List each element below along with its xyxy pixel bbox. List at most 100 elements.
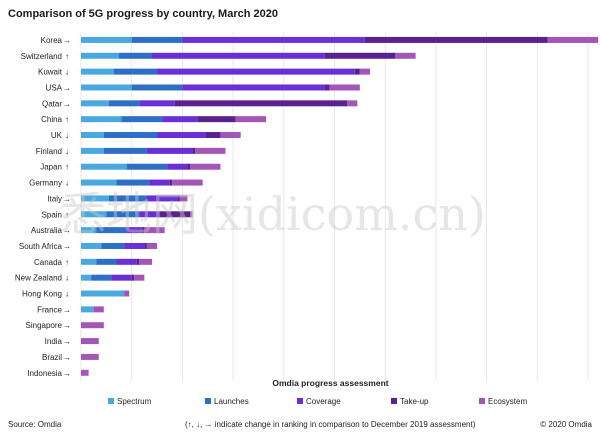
legend-label-spectrum: Spectrum — [117, 397, 152, 406]
bar-china-coverage — [162, 116, 198, 123]
bar-south-africa-coverage — [124, 242, 145, 249]
category-label-italy: Italy — [47, 194, 62, 203]
bar-qatar-take-up — [174, 100, 348, 107]
bar-kuwait-coverage — [157, 68, 355, 75]
bar-qatar-launches — [108, 100, 140, 107]
bar-france-ecosystem — [93, 306, 104, 313]
category-label-germany: Germany — [29, 179, 62, 188]
bar-uk-spectrum — [81, 132, 104, 139]
rank-change-germany: ↓ — [65, 179, 69, 188]
rank-change-south-africa: → — [63, 242, 71, 251]
bar-finland-launches — [103, 147, 147, 154]
bar-china-take-up — [197, 116, 236, 123]
bar-finland-coverage — [146, 147, 193, 154]
bar-kuwait-take-up — [354, 68, 360, 75]
bar-indonesia-ecosystem — [81, 369, 89, 376]
bar-switzerland-spectrum — [81, 52, 120, 59]
legend-label-ecosystem: Ecosystem — [488, 397, 527, 406]
bar-korea-spectrum — [81, 36, 132, 43]
category-label-new-zealand: New Zealand — [15, 274, 62, 283]
rank-change-finland: ↓ — [65, 147, 69, 156]
bar-uk-take-up — [205, 132, 221, 139]
bar-australia-take-up — [141, 227, 145, 234]
category-label-brazil: Brazil — [42, 353, 62, 362]
bar-south-africa-ecosystem — [146, 242, 158, 249]
category-label-korea: Korea — [41, 36, 63, 45]
bar-australia-spectrum — [81, 227, 97, 234]
rank-change-usa: → — [63, 83, 71, 92]
bar-japan-take-up — [187, 163, 191, 170]
bar-spain-spectrum — [81, 211, 107, 218]
bar-korea-take-up — [364, 36, 548, 43]
bar-china-launches — [121, 116, 163, 123]
category-label-qatar: Qatar — [42, 99, 62, 108]
rank-change-new-zealand: ↓ — [65, 274, 69, 283]
footer-note: (↑, ↓, → indicate change in ranking in c… — [185, 420, 476, 429]
bar-italy-take-up — [177, 195, 180, 202]
bar-spain-take-up — [159, 211, 191, 218]
category-label-spain: Spain — [42, 210, 62, 219]
bar-new-zealand-coverage — [111, 274, 132, 281]
rank-change-spain: ↑ — [65, 210, 69, 219]
bar-spain-coverage — [139, 211, 160, 218]
legend-swatch-spectrum — [108, 398, 114, 404]
bar-germany-ecosystem — [172, 179, 203, 186]
bar-canada-spectrum — [81, 258, 97, 265]
category-label-canada: Canada — [34, 258, 63, 267]
bar-singapore-ecosystem — [81, 322, 104, 329]
bar-finland-spectrum — [81, 147, 104, 154]
category-label-finland: Finland — [36, 147, 62, 156]
legend-swatch-take-up — [391, 398, 397, 404]
bar-australia-coverage — [126, 227, 142, 234]
x-axis-label: Omdia progress assessment — [272, 378, 388, 388]
bar-switzerland-coverage — [151, 52, 325, 59]
bar-spain-ecosystem — [190, 211, 193, 218]
bar-uk-ecosystem — [220, 132, 241, 139]
category-label-south-africa: South Africa — [19, 242, 63, 251]
bar-italy-ecosystem — [179, 195, 188, 202]
bar-usa-spectrum — [81, 84, 132, 91]
bar-brazil-ecosystem — [81, 353, 99, 360]
bar-italy-spectrum — [81, 195, 109, 202]
bar-japan-launches — [126, 163, 168, 170]
bar-canada-take-up — [136, 258, 140, 265]
legend-label-take-up: Take-up — [400, 397, 429, 406]
bar-hong-kong-ecosystem — [124, 290, 130, 297]
bar-japan-spectrum — [81, 163, 127, 170]
rank-change-uk: ↓ — [65, 131, 69, 140]
bar-usa-launches — [131, 84, 183, 91]
bar-qatar-ecosystem — [347, 100, 358, 107]
category-label-singapore: Singapore — [26, 321, 63, 330]
bar-india-ecosystem — [81, 338, 99, 345]
bar-canada-ecosystem — [139, 258, 152, 265]
bar-france-spectrum — [81, 306, 94, 313]
category-label-india: India — [45, 337, 63, 346]
bar-germany-spectrum — [81, 179, 117, 186]
category-label-hong-kong: Hong Kong — [22, 290, 62, 299]
bar-korea-launches — [131, 36, 183, 43]
category-label-france: France — [37, 305, 62, 314]
bar-new-zealand-spectrum — [81, 274, 92, 281]
bar-australia-ecosystem — [144, 227, 165, 234]
bar-china-spectrum — [81, 116, 122, 123]
bar-spain-launches — [106, 211, 140, 218]
legend-label-coverage: Coverage — [306, 397, 341, 406]
rank-change-japan: ↑ — [65, 163, 69, 172]
rank-change-italy: → — [63, 194, 71, 203]
bar-china-ecosystem — [235, 116, 267, 123]
rank-change-kuwait: ↓ — [65, 68, 69, 77]
legend-swatch-ecosystem — [479, 398, 485, 404]
footer-copyright: © 2020 Omdia — [540, 420, 592, 429]
rank-change-qatar: → — [63, 99, 71, 108]
category-label-indonesia: Indonesia — [27, 369, 62, 378]
bar-switzerland-ecosystem — [395, 52, 416, 59]
bar-finland-take-up — [192, 147, 196, 154]
bar-south-africa-spectrum — [81, 242, 102, 249]
category-label-uk: UK — [51, 131, 63, 140]
bar-uk-coverage — [157, 132, 206, 139]
bar-switzerland-take-up — [324, 52, 396, 59]
bar-qatar-coverage — [139, 100, 175, 107]
bar-uk-launches — [103, 132, 158, 139]
rank-change-india: → — [63, 337, 71, 346]
